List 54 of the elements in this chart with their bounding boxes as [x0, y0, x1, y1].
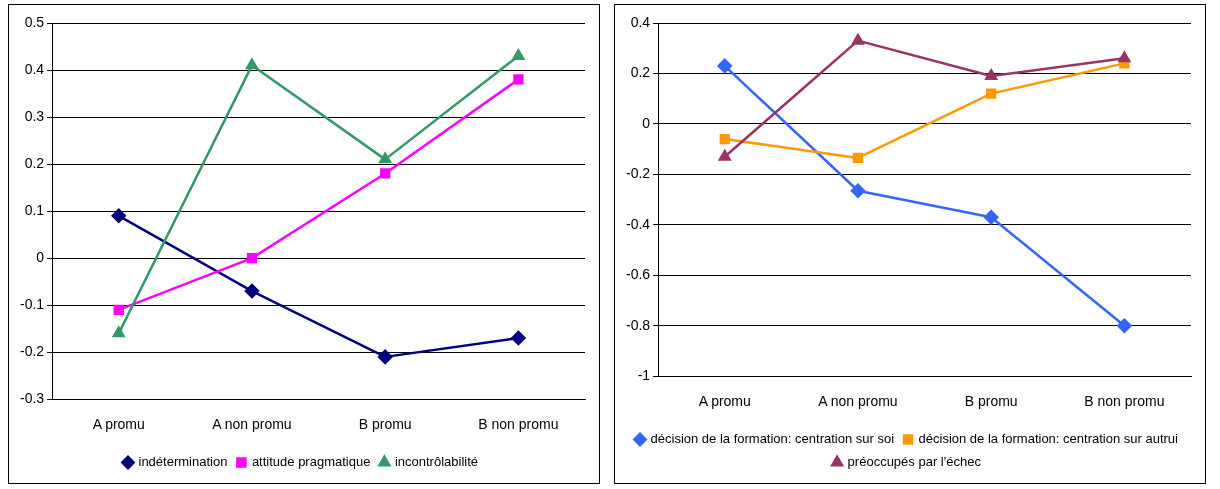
y-tick-label: 0.4	[630, 13, 651, 30]
x-tick-label: A promu	[92, 416, 145, 433]
point	[380, 168, 391, 179]
x-tick-label: B non promu	[1084, 393, 1165, 410]
x-tick-label: A non promu	[818, 393, 898, 410]
y-tick-label: -0.8	[626, 316, 651, 333]
point	[852, 152, 864, 164]
y-tick-label: -0.1	[20, 296, 45, 313]
point	[511, 330, 526, 346]
point	[983, 210, 999, 225]
legend-label: décision de la formation: centration sur soi	[650, 431, 895, 447]
point	[851, 33, 864, 45]
y-tick-label: 0.3	[24, 107, 45, 124]
point	[246, 252, 258, 264]
point	[986, 88, 997, 99]
y-tick-label: 0	[642, 114, 651, 131]
point	[719, 133, 730, 145]
y-tick-label: -0.3	[20, 390, 45, 407]
y-tick-label: 0.2	[24, 154, 45, 171]
y-tick-label: -1	[637, 367, 651, 384]
legend-label: décision de la formation: centration sur autrui	[918, 431, 1179, 447]
point	[850, 183, 866, 199]
point	[718, 149, 731, 161]
point	[512, 49, 525, 60]
legend-label: attitude pragmatique	[251, 454, 371, 470]
x-tick-label: A non promu	[212, 416, 292, 433]
point	[717, 58, 732, 74]
y-tick-label: 0.5	[24, 13, 45, 30]
y-tick-label: 0.2	[630, 64, 651, 81]
x-tick-label: A promu	[698, 393, 751, 410]
x-tick-label: B promu	[964, 393, 1018, 410]
y-tick-label: -0.2	[20, 343, 45, 360]
legend-label: préoccupés par l'échec	[847, 454, 982, 470]
point	[379, 152, 392, 164]
y-tick-label: -0.2	[626, 165, 651, 182]
x-tick-label: B promu	[358, 416, 412, 433]
point	[112, 326, 125, 338]
y-tick-label: -0.4	[626, 215, 651, 232]
point	[1118, 51, 1131, 63]
y-tick-label: 0.4	[24, 60, 45, 77]
point	[513, 74, 524, 85]
point	[377, 349, 393, 365]
legend-label: incontrôlabilité	[394, 454, 479, 470]
point	[244, 283, 260, 299]
point	[113, 304, 124, 315]
point	[985, 69, 998, 80]
point	[111, 208, 126, 224]
legend-label: indétermination	[138, 454, 228, 470]
point	[1117, 318, 1132, 333]
point	[245, 58, 258, 70]
y-tick-label: 0.1	[24, 201, 45, 218]
y-tick-label: 0	[36, 248, 45, 265]
x-tick-label: B non promu	[478, 416, 559, 433]
y-tick-label: -0.6	[626, 266, 651, 283]
